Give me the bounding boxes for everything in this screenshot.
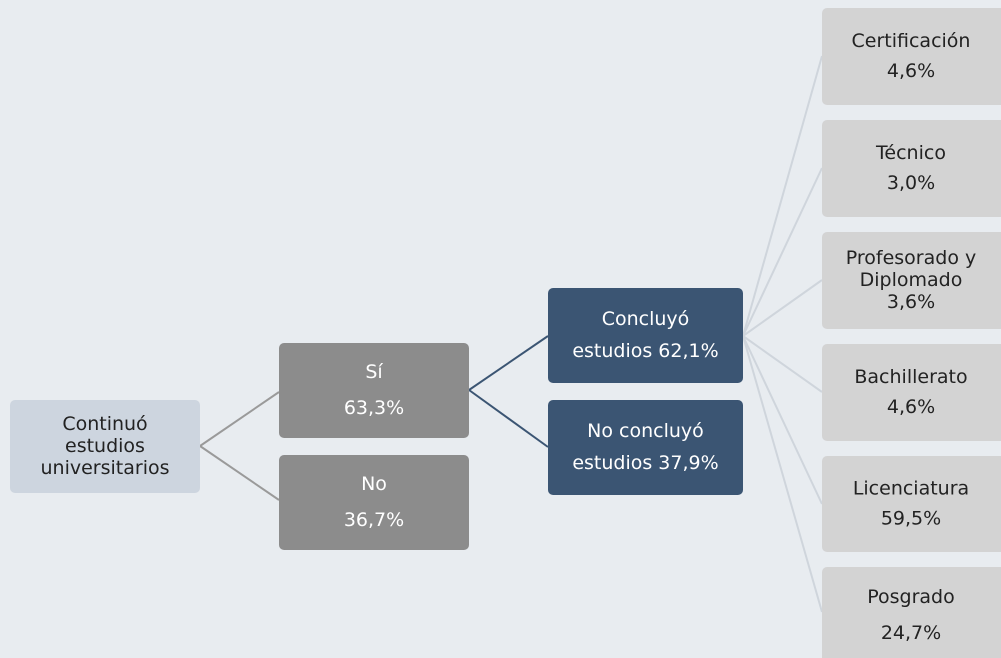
node-label: Certificación: [852, 30, 971, 52]
connector: [468, 389, 549, 448]
node-label: Posgrado: [867, 586, 955, 608]
node-box: [279, 343, 469, 438]
node: No concluyó estudios 37,9%: [548, 400, 743, 495]
node: Bachillerato 4,6%: [822, 344, 1001, 441]
node-label: 63,3%: [344, 397, 404, 419]
node-label: No concluyó: [587, 420, 704, 442]
node-box: [279, 455, 469, 550]
connector: [199, 391, 280, 447]
node-label: 4,6%: [887, 396, 935, 418]
node-label: Técnico: [875, 142, 946, 164]
node-label: Sí: [365, 361, 383, 383]
node-label: estudios 37,9%: [572, 452, 718, 474]
node-label: 4,6%: [887, 60, 935, 82]
node-label: Continuó: [62, 413, 147, 435]
node-box: [822, 120, 1001, 217]
node-box: [822, 8, 1001, 105]
connector: [742, 55, 823, 337]
node: Concluyó estudios 62,1%: [548, 288, 743, 383]
connector: [742, 335, 823, 393]
node: Licenciatura 59,5%: [822, 456, 1001, 552]
node: No 36,7%: [279, 455, 469, 550]
connector: [742, 335, 823, 505]
node-label: Concluyó: [602, 308, 690, 330]
connectors: [199, 55, 823, 613]
connector: [742, 167, 823, 337]
node-label: 3,0%: [887, 172, 935, 194]
connector: [468, 335, 549, 391]
node-box: [822, 232, 1001, 329]
node-label: 59,5%: [881, 508, 941, 530]
node-label: Licenciatura: [853, 478, 969, 500]
node-label: estudios 62,1%: [572, 340, 718, 362]
node-box: [822, 344, 1001, 441]
connector: [742, 335, 823, 613]
node: Posgrado 24,7%: [822, 567, 1001, 658]
node-label: 36,7%: [344, 509, 404, 531]
node-box: [548, 288, 743, 383]
node-label: universitarios: [41, 457, 170, 479]
node: Certificación 4,6%: [822, 8, 1001, 105]
node-box: [548, 400, 743, 495]
node-label: Diplomado: [860, 269, 963, 291]
connector: [199, 445, 280, 501]
node: Técnico 3,0%: [822, 120, 1001, 217]
node-label: 3,6%: [887, 291, 935, 313]
connector: [742, 279, 823, 337]
node-label: Profesorado y: [846, 247, 976, 269]
node: Sí 63,3%: [279, 343, 469, 438]
node-label: 24,7%: [881, 622, 941, 644]
node-box: [822, 456, 1001, 552]
node-label: No: [361, 473, 387, 495]
node-label: Bachillerato: [854, 366, 967, 388]
node-label: estudios: [65, 435, 145, 457]
node-box: [822, 567, 1001, 658]
node-box: [10, 400, 200, 493]
